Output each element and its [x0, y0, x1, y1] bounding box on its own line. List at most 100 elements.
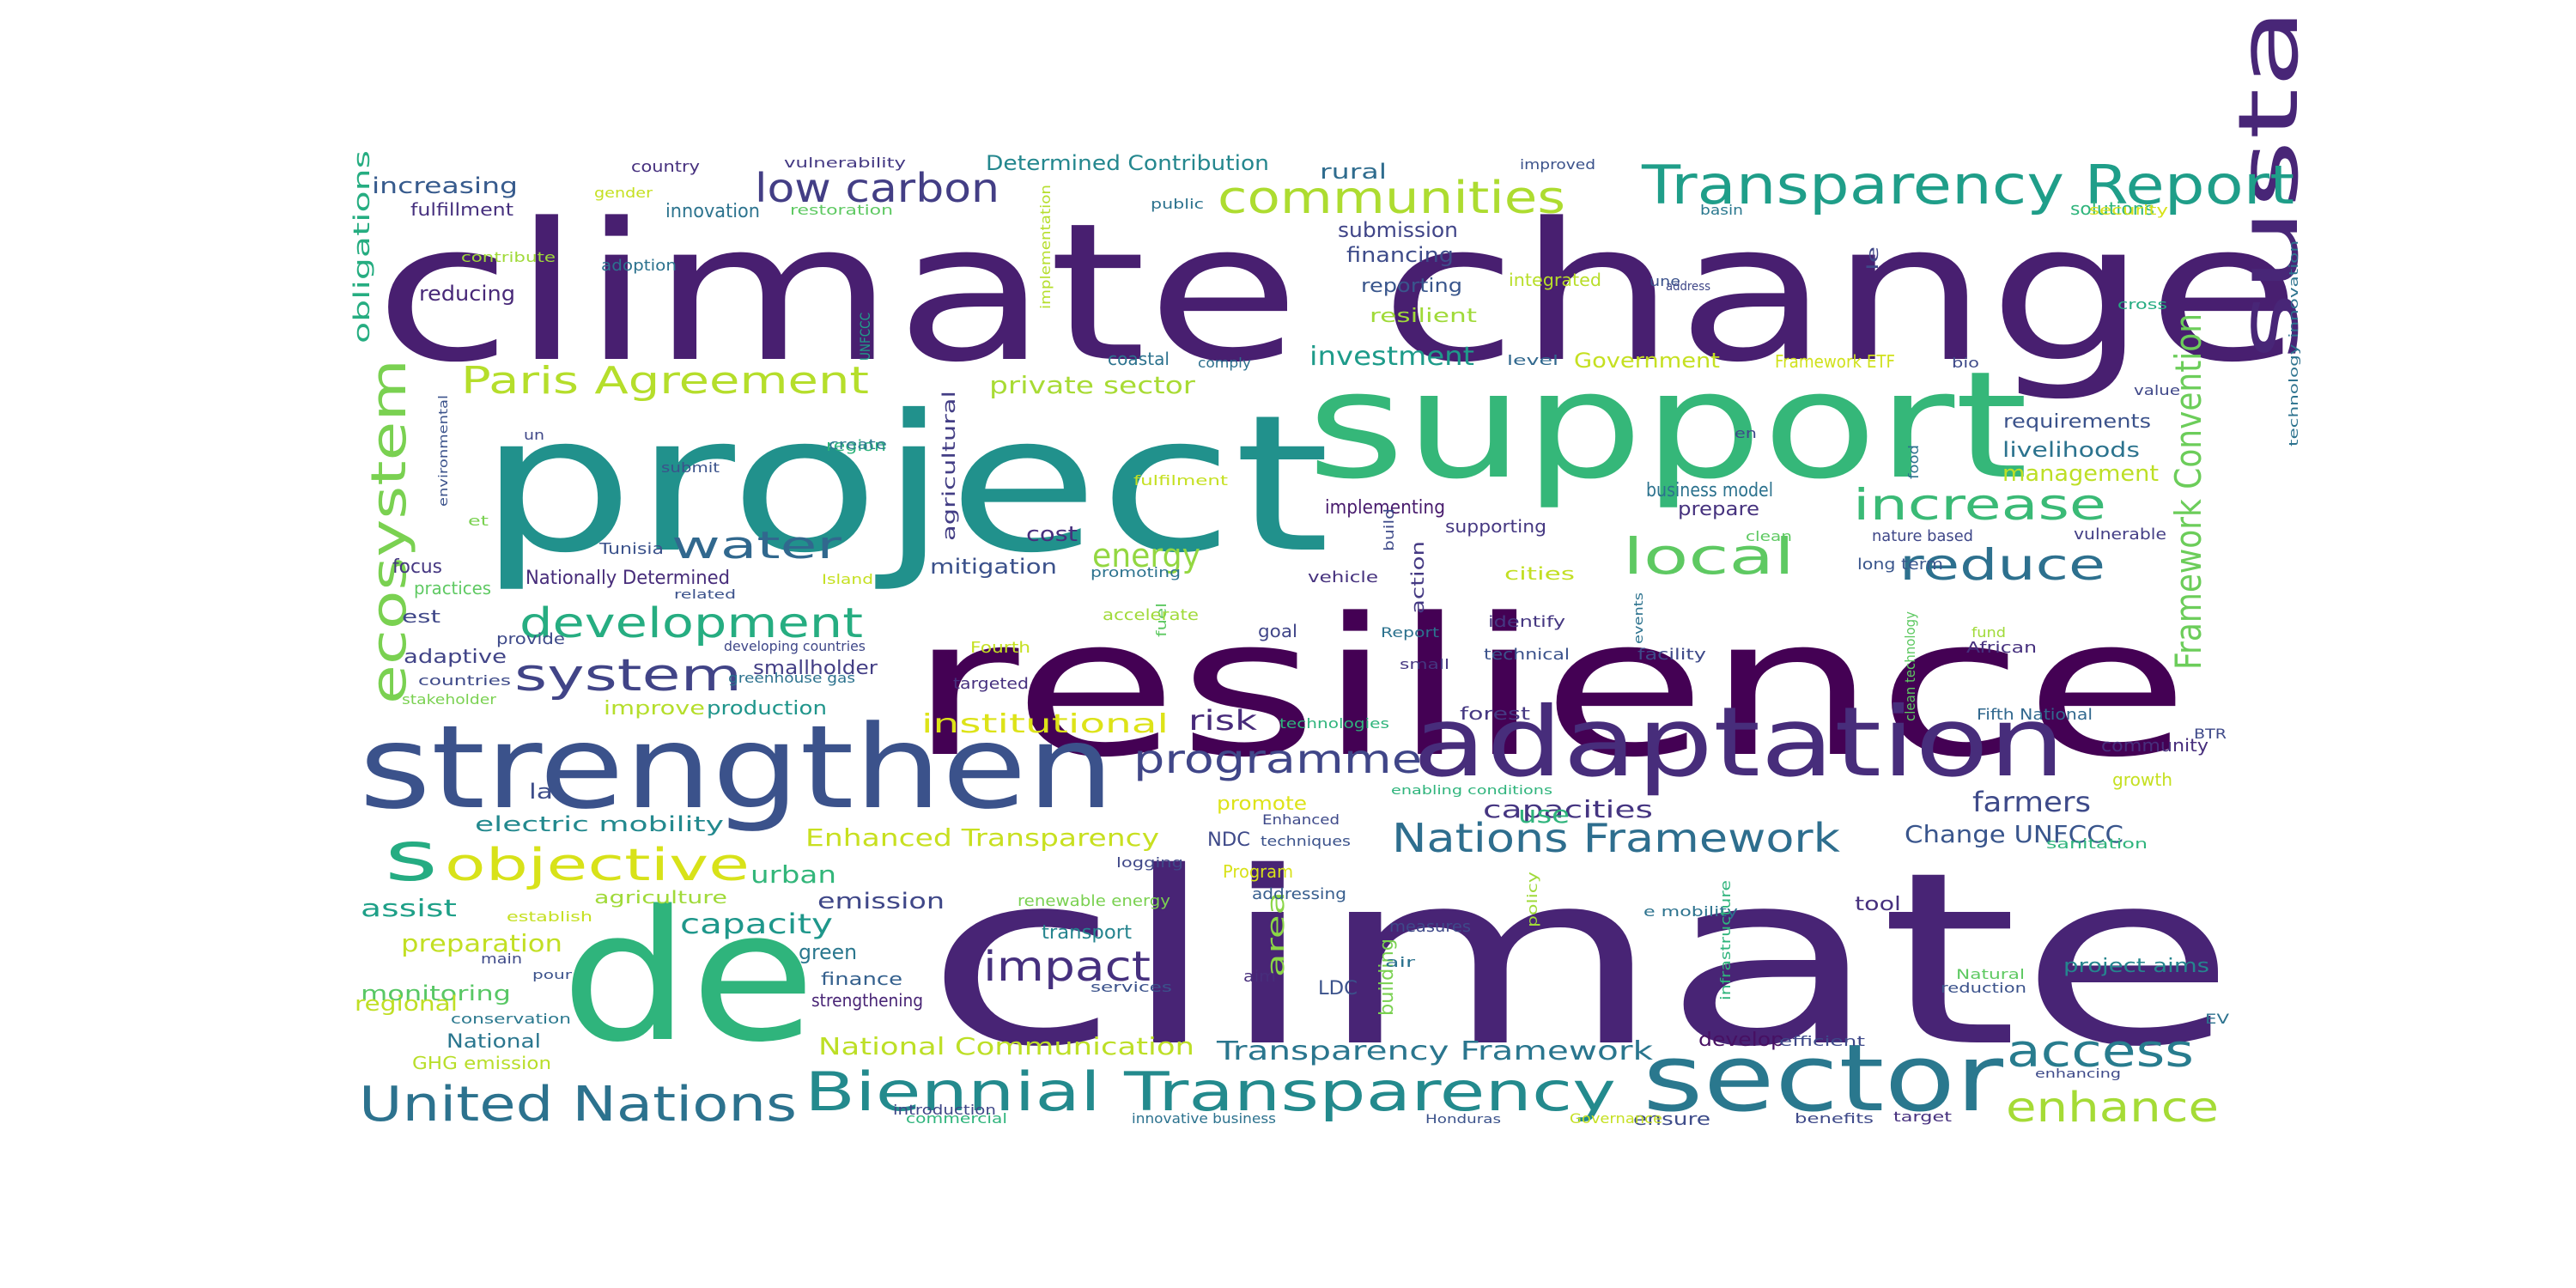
- cloud-word: basin: [1700, 202, 1743, 218]
- cloud-word: energy: [1092, 537, 1200, 574]
- cloud-word: coastal: [1108, 349, 1170, 369]
- cloud-word: UNFCCC: [857, 313, 873, 361]
- cloud-word: pour: [532, 969, 572, 982]
- cloud-word: NDC: [1207, 829, 1250, 851]
- cloud-word: et: [468, 513, 489, 529]
- cloud-word: community: [2101, 735, 2208, 756]
- cloud-word: region: [826, 437, 886, 455]
- cloud-word: ensure: [1633, 1109, 1710, 1129]
- cloud-word: development: [519, 599, 863, 647]
- cloud-word: vulnerability: [784, 155, 906, 171]
- cloud-word: agricultural: [939, 391, 959, 541]
- cloud-word: agriculture: [594, 887, 727, 908]
- cloud-word: techniques: [1261, 833, 1351, 849]
- cloud-word: Fourth: [970, 639, 1030, 657]
- cloud-word: financing: [1346, 243, 1454, 267]
- cloud-word: une: [1649, 273, 1680, 289]
- cloud-word: Change UNFCCC: [1905, 820, 2123, 848]
- cloud-word: vehicle: [1308, 568, 1378, 586]
- cloud-word: capacity: [680, 908, 833, 940]
- cloud-word: action: [1407, 541, 1428, 614]
- cloud-word: adaptive: [404, 647, 507, 668]
- cloud-word: reducing: [419, 282, 515, 306]
- cloud-word: climate change: [374, 183, 2301, 404]
- cloud-word: technology innovation: [2287, 240, 2301, 447]
- cloud-word: promote: [1217, 793, 1307, 815]
- cloud-word: en: [1735, 425, 1757, 441]
- cloud-word: security: [2089, 202, 2168, 218]
- cloud-word: reduction: [1941, 980, 2026, 996]
- cloud-word: fund: [1971, 624, 2006, 641]
- cloud-word: support: [1307, 339, 2028, 512]
- cloud-word: improve: [604, 698, 705, 720]
- cloud-word: livelihoods: [2002, 438, 2140, 462]
- cloud-word: regional: [355, 992, 458, 1016]
- cloud-word: la: [529, 780, 553, 804]
- cloud-word: reduce: [1899, 540, 2105, 590]
- cloud-word: environmental: [437, 395, 451, 507]
- cloud-word: fulfillment: [410, 199, 513, 220]
- cloud-word: ecosystem: [361, 359, 417, 704]
- cloud-word: de: [561, 872, 816, 1082]
- cloud-word: increase: [1853, 480, 2106, 530]
- cloud-word: aim: [1243, 968, 1276, 986]
- cloud-word: United Nations: [359, 1077, 797, 1133]
- cloud-word: innovation: [665, 201, 760, 222]
- cloud-word: reporting: [1361, 276, 1462, 297]
- cloud-word: Enhanced Transparency: [805, 823, 1159, 852]
- cloud-word: measures: [1389, 918, 1471, 936]
- cloud-word: sanitation: [2046, 835, 2148, 852]
- cloud-word: Nations Framework: [1392, 815, 1840, 861]
- cloud-word: cities: [1504, 563, 1575, 584]
- cloud-word: Transparency Framework: [1216, 1036, 1654, 1066]
- cloud-word: bio: [1952, 355, 1979, 371]
- cloud-word: services: [1091, 979, 1172, 995]
- cloud-word: comply: [1198, 355, 1251, 371]
- cloud-word: public: [1151, 196, 1204, 212]
- cloud-word: logging: [1116, 854, 1183, 871]
- cloud-word: Program: [1223, 861, 1293, 882]
- cloud-word: enhancing: [2035, 1067, 2121, 1081]
- cloud-word: est: [402, 606, 440, 627]
- cloud-word: mitigation: [930, 555, 1057, 579]
- cloud-word: enabling conditions: [1391, 784, 1552, 798]
- cloud-word: le: [1864, 246, 1882, 270]
- cloud-word: s: [385, 817, 438, 896]
- cloud-word: cost: [1026, 522, 1078, 546]
- cloud-word: management: [2002, 461, 2159, 487]
- cloud-word: e mobility: [1643, 903, 1738, 920]
- cloud-word: growth: [2112, 769, 2172, 790]
- cloud-word: adoption: [601, 257, 677, 275]
- cloud-word: stakeholder: [402, 691, 496, 708]
- cloud-word: sustainable: [2221, 0, 2317, 361]
- cloud-word: contribute: [461, 249, 556, 265]
- cloud-word: system: [514, 650, 742, 702]
- cloud-word: renewable energy: [1018, 892, 1170, 910]
- cloud-word: implementation: [1037, 185, 1054, 309]
- cloud-word: resilience: [908, 578, 2190, 799]
- cloud-word: project aims: [2063, 956, 2209, 977]
- cloud-word: rural: [1320, 160, 1387, 184]
- cloud-word: un: [524, 427, 544, 443]
- cloud-word: vulnerable: [2074, 526, 2166, 544]
- cloud-word: focus: [392, 556, 442, 578]
- cloud-word: smallholder: [753, 658, 878, 679]
- cloud-word: adaptation: [1413, 687, 2065, 799]
- cloud-word: emission: [817, 889, 945, 914]
- cloud-word: private sector: [989, 371, 1196, 399]
- cloud-word: Framework Convention: [2167, 313, 2209, 670]
- cloud-word: addressing: [1252, 885, 1346, 903]
- cloud-word: air: [1385, 954, 1416, 970]
- cloud-word: improved: [1520, 156, 1595, 173]
- cloud-word: Determined Contribution: [986, 151, 1269, 175]
- cloud-word: institutional: [921, 709, 1169, 739]
- cloud-word: value: [2134, 382, 2180, 398]
- cloud-word: water: [671, 524, 842, 568]
- cloud-word: clean: [1746, 528, 1792, 544]
- cloud-word: restoration: [790, 202, 893, 218]
- cloud-word: urban: [750, 860, 836, 889]
- cloud-word: facility: [1637, 646, 1706, 664]
- cloud-word: fuel: [1153, 603, 1170, 637]
- cloud-word: level: [1507, 352, 1558, 368]
- cloud-word: prepare: [1678, 499, 1759, 520]
